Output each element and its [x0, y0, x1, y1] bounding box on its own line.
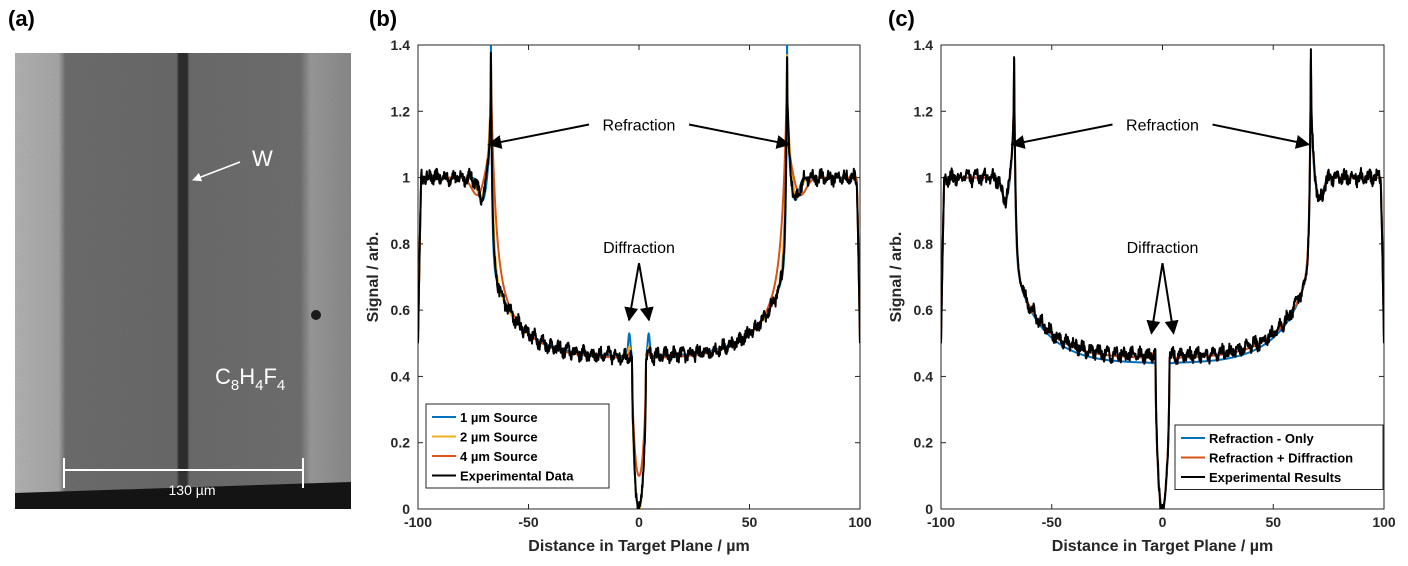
- x-axis-label: Distance in Target Plane / µm: [1052, 538, 1273, 555]
- x-tick-label: -50: [1042, 514, 1062, 530]
- x-tick-label: 0: [635, 514, 643, 530]
- annotation-arrow: [1146, 263, 1164, 335]
- legend-entry: Refraction + Diffraction: [1209, 451, 1353, 466]
- x-axis-label: Distance in Target Plane / µm: [528, 538, 749, 555]
- legend: 1 µm Source 2 µm Source 4 µm Source Experim…: [425, 403, 610, 489]
- x-tick-label: 50: [742, 514, 758, 530]
- y-tick-label: 0: [925, 501, 933, 517]
- y-tick-label: 1.4: [391, 37, 411, 53]
- material-formula: C8H4F4: [215, 364, 285, 394]
- scale-bar: 130 µm: [63, 458, 304, 498]
- radiograph-image: [15, 53, 351, 509]
- x-tick-label: 100: [1372, 514, 1396, 530]
- panel-c-label: (c): [888, 6, 915, 31]
- formula-f-sub: 4: [277, 377, 285, 394]
- y-tick-label: 1: [925, 170, 933, 186]
- legend-entry: Experimental Results: [1209, 470, 1341, 485]
- y-tick-label: 0.6: [914, 302, 934, 318]
- y-tick-label: 0.8: [914, 236, 934, 252]
- legend-entry: 4 µm Source: [460, 449, 538, 464]
- legend: Refraction - Only Refraction + Diffractio…: [1174, 424, 1384, 490]
- panel-b: (b) -100 -50 0 50 100 0 0.2 0.4 0.6 0.8 1 1.2 1.4 Dis…: [365, 6, 872, 555]
- y-tick-label: 1.2: [914, 103, 934, 119]
- annotation-arrow: [487, 123, 590, 149]
- annotation-arrow: [624, 262, 640, 322]
- legend-entry: 1 µm Source: [460, 410, 538, 425]
- x-tick-label: -50: [518, 514, 538, 530]
- x-tick-label: 0: [1159, 514, 1167, 530]
- y-tick-label: 0.2: [391, 435, 411, 451]
- formula-c-sub: 8: [231, 377, 239, 394]
- y-tick-label: 0.4: [914, 368, 934, 384]
- x-tick-label: 50: [1265, 514, 1281, 530]
- annotation-arrow: [638, 262, 654, 322]
- x-tick-label: 100: [848, 514, 872, 530]
- wire-label: W: [252, 146, 273, 171]
- x-tick-label: -100: [927, 514, 955, 530]
- legend-box: [1174, 424, 1384, 490]
- y-axis-label: Signal / arb.: [365, 232, 382, 323]
- y-tick-label: 1.2: [391, 103, 411, 119]
- formula-f: F: [263, 364, 276, 389]
- y-tick-label: 0: [402, 501, 410, 517]
- wire-arrow: [192, 161, 241, 182]
- formula-h: H: [239, 364, 255, 389]
- y-tick-label: 1.4: [914, 37, 934, 53]
- y-tick-label: 0.8: [391, 236, 411, 252]
- panel-c: (c) -100 -50 0 50 100 0 0.2 0.4 0.6 0.8 1 1.2 1.4 Dis…: [888, 6, 1396, 555]
- panel-a: (a) W C8H4F4 130 µm: [8, 6, 351, 509]
- legend-entry: Experimental Data: [460, 469, 574, 484]
- annotation-arrow: [688, 123, 791, 149]
- y-tick-label: 1: [402, 170, 410, 186]
- annotation-diffraction: Diffraction: [603, 240, 675, 257]
- annotation-refraction: Refraction: [1126, 118, 1199, 135]
- y-axis-label: Signal / arb.: [888, 232, 905, 323]
- legend-box: [425, 403, 610, 489]
- annotation-arrow: [1010, 123, 1113, 149]
- scale-bar-label: 130 µm: [169, 482, 216, 498]
- panel-b-label: (b): [369, 6, 397, 31]
- y-tick-label: 0.6: [391, 302, 411, 318]
- x-tick-label: -100: [404, 514, 432, 530]
- y-tick-label: 0.2: [914, 435, 934, 451]
- annotation-arrow: [1161, 263, 1179, 335]
- legend-entry: Refraction - Only: [1209, 431, 1315, 446]
- panel-a-label: (a): [8, 6, 35, 31]
- legend-entry: 2 µm Source: [460, 430, 538, 445]
- annotation-refraction: Refraction: [603, 118, 676, 135]
- formula-c: C: [215, 364, 231, 389]
- formula-h-sub: 4: [255, 377, 263, 394]
- y-tick-label: 0.4: [391, 368, 411, 384]
- annotation-diffraction: Diffraction: [1127, 240, 1199, 257]
- annotation-arrow: [1212, 123, 1311, 149]
